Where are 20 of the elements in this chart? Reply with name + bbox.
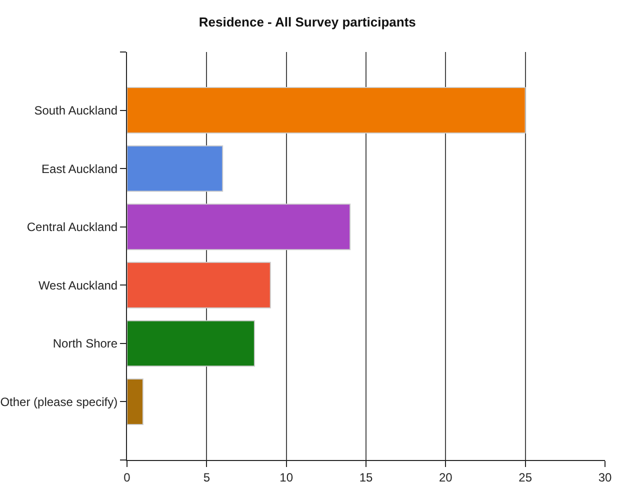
bar — [127, 320, 255, 367]
bar — [127, 378, 144, 425]
x-tick-label: 15 — [359, 470, 373, 484]
y-tick-label: Central Auckland — [26, 220, 118, 234]
x-tick-label: 20 — [438, 470, 453, 484]
x-tick-label: 30 — [598, 470, 612, 484]
x-tick-label: 5 — [203, 470, 210, 484]
y-tick-label: Other (please specify) — [0, 394, 118, 409]
x-tick-label: 0 — [124, 470, 131, 484]
x-tick-label: 10 — [280, 470, 294, 484]
chart-title: Residence - All Survey participants — [198, 14, 416, 30]
bar — [127, 262, 271, 308]
bar — [127, 87, 526, 134]
bar — [127, 204, 351, 250]
bar — [127, 145, 224, 192]
y-tick-label: North Shore — [52, 336, 118, 351]
x-tick-label: 25 — [518, 470, 532, 484]
y-tick-label: West Auckland — [38, 278, 118, 292]
y-tick-label: South Auckland — [34, 103, 118, 118]
y-tick-label: East Auckland — [42, 162, 118, 176]
